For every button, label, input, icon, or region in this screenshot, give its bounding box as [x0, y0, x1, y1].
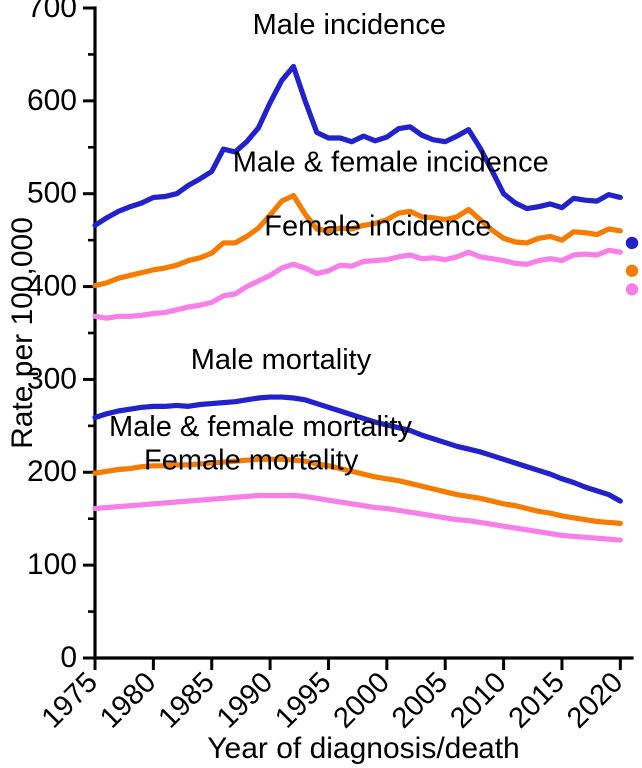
axis-titles: Year of diagnosis/death Rate per 100,000: [6, 217, 520, 765]
x-tick-label: 1975: [36, 666, 104, 734]
x-tick-label: 2010: [444, 666, 512, 734]
series-line-male-female-incidence: [92, 192, 623, 289]
series-line-male-mortality: [92, 394, 623, 504]
x-tick-label: 1985: [152, 666, 220, 734]
y-tick-label: 600: [27, 84, 77, 117]
y-tick-label: 700: [27, 0, 77, 24]
series-line-female-incidence: [92, 247, 623, 321]
y-tick-label: 0: [60, 641, 77, 674]
y-tick-label: 400: [27, 269, 77, 302]
y-tick-label: 500: [27, 177, 77, 210]
series-label-female-incidence: Female incidence: [264, 211, 491, 243]
endpoint-markers: [625, 236, 639, 296]
x-tick-label: 1980: [94, 666, 162, 734]
y-axis-title: Rate per 100,000: [6, 217, 39, 449]
series-label-male-female-mortality: Male & female mortality: [109, 411, 412, 443]
x-tick-label: 2015: [503, 666, 571, 734]
series-label-male-female-incidence: Male & female incidence: [233, 146, 549, 178]
series-annotations: Male incidence Male & female incidence Fem…: [109, 9, 549, 477]
x-tick-label: 2000: [328, 666, 396, 734]
data-series: [92, 63, 623, 543]
series-line-male-female-mortality: [92, 456, 623, 526]
x-tick-label: 1995: [269, 666, 337, 734]
y-tick-label: 300: [27, 362, 77, 395]
marker-female-incidence-2021: [625, 283, 639, 296]
series-label-male-mortality: Male mortality: [191, 344, 372, 376]
x-tick-label: 1990: [211, 666, 279, 734]
series-line-female-mortality: [92, 492, 623, 543]
series-line-male-incidence: [92, 63, 623, 228]
x-tick-label: 2005: [386, 666, 454, 734]
x-axis-title: Year of diagnosis/death: [207, 732, 519, 765]
axis-frame: [93, 6, 634, 660]
series-label-female-mortality: Female mortality: [144, 445, 359, 477]
y-tick-label: 100: [27, 548, 77, 581]
x-tick-label: 2020: [561, 666, 629, 734]
series-label-male-incidence: Male incidence: [253, 9, 446, 41]
marker-male-incidence-2021: [625, 236, 639, 250]
y-tick-label: 200: [27, 455, 77, 488]
marker-male-female-incidence-2021: [625, 264, 639, 277]
